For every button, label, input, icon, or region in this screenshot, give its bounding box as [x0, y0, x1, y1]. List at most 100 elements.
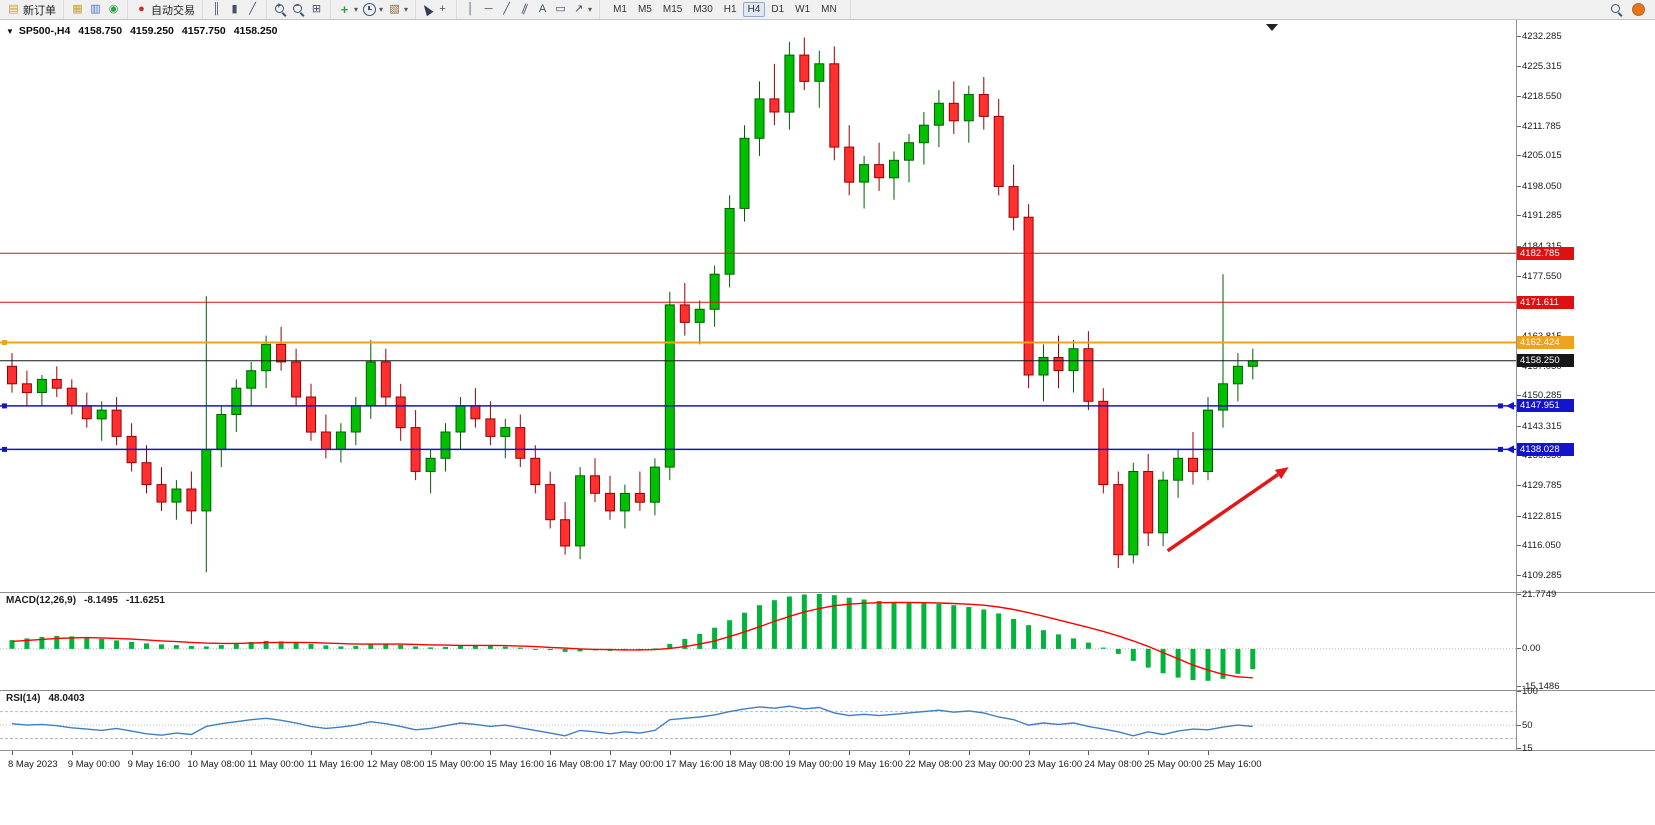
label-tool-icon[interactable]: ▭	[553, 1, 568, 18]
candle-body	[918, 124, 929, 144]
search-icon[interactable]	[1610, 3, 1623, 16]
price-scale-label: 4211.785	[1522, 120, 1561, 132]
time-tick	[669, 751, 671, 755]
macd-histogram-bar	[428, 647, 434, 649]
hline-scale-arrow	[1506, 401, 1514, 410]
time-axis-label: 10 May 08:00	[187, 759, 245, 770]
macd-histogram-bar	[39, 636, 45, 649]
candle-body	[186, 488, 197, 512]
channel-icon[interactable]: ∥	[517, 1, 532, 18]
bar-chart-type-icon[interactable]: ║	[209, 1, 224, 18]
candle-body	[1203, 409, 1213, 473]
toolbar-group-objects: + ▾ ▾ ▧ ▾	[331, 0, 417, 19]
rsi-panel-separator[interactable]	[0, 690, 1655, 691]
templates-icon-caret[interactable]: ▾	[404, 5, 409, 14]
candle-body	[1158, 479, 1169, 534]
label-tool-icon-glyph: ▭	[555, 3, 566, 15]
candle-body	[829, 63, 840, 148]
periods-icon[interactable]: ▾	[362, 3, 384, 16]
hline-left-handle[interactable]	[2, 403, 7, 409]
rsi-value: 48.0403	[48, 693, 85, 704]
time-tick	[370, 751, 372, 755]
arrows-tool-icon[interactable]: ↗ ▾	[571, 1, 593, 18]
auto-trading-button[interactable]: ● 自动交易	[134, 1, 196, 18]
time-axis-label: 22 May 08:00	[905, 759, 963, 770]
time-axis-label: 17 May 16:00	[665, 759, 724, 770]
cursor-icon[interactable]	[420, 2, 434, 17]
macd-signal-line	[11, 601, 1253, 679]
trendline-icon[interactable]: ╱	[499, 1, 514, 18]
text-tool-icon[interactable]: A	[535, 1, 550, 18]
candle-body	[171, 488, 182, 503]
macd-histogram-bar	[906, 602, 912, 649]
periods-icon-caret[interactable]: ▾	[379, 5, 384, 14]
candle-body	[51, 378, 62, 389]
line-chart-type-icon[interactable]: ╱	[245, 1, 260, 18]
tile-windows-icon[interactable]: ⊞	[309, 1, 324, 18]
ohlc-open-value: 4158.750	[78, 25, 123, 37]
hline-left-handle[interactable]	[2, 340, 7, 345]
chart-shift-marker[interactable]	[1266, 24, 1278, 31]
scale-tick	[1517, 545, 1521, 547]
price-scale-separator	[1516, 20, 1517, 750]
new-chart-icon-caret[interactable]: ▾	[354, 5, 359, 14]
vertical-line-icon[interactable]: │	[463, 1, 478, 18]
candlestick-type-icon-glyph: ▮	[231, 3, 238, 15]
one-click-collapse-icon[interactable]: ▼	[6, 26, 14, 36]
timeframe-M15[interactable]: M15	[662, 4, 683, 15]
time-axis[interactable]: 8 May 2023 9 May 00:00 9 May 16:00 10 May 0…	[0, 751, 1655, 825]
candle-body	[1053, 357, 1064, 372]
timeframe-H4[interactable]: H4	[742, 2, 766, 17]
main-chart[interactable]	[0, 20, 1516, 592]
timeframe-H1[interactable]: H1	[723, 4, 737, 15]
timeframe-MN[interactable]: MN	[821, 4, 837, 15]
trend-arrow-annotation[interactable]	[1166, 473, 1279, 553]
rsi-panel[interactable]	[0, 690, 1516, 750]
macd-histogram-bar	[263, 640, 269, 649]
price-badge-4138.028: 4138.028	[1517, 442, 1574, 456]
macd-histogram-bar	[816, 594, 822, 649]
macd-panel[interactable]	[0, 592, 1516, 690]
hline-right-handle[interactable]	[1498, 403, 1503, 409]
macd-histogram-bar	[1205, 648, 1211, 681]
navigator-icon[interactable]: ◉	[106, 1, 121, 18]
new-order-button[interactable]: ▤ 新订单	[6, 1, 57, 18]
timeframe-D1[interactable]: D1	[771, 4, 785, 15]
candle-body	[141, 462, 152, 486]
time-axis-label: 23 May 00:00	[964, 759, 1023, 770]
scale-tick	[1517, 215, 1521, 217]
templates-icon[interactable]: ▧ ▾	[387, 1, 409, 18]
price-scale[interactable]: 4232.285 4225.315 4218.550 4211.785 4205.015…	[1517, 0, 1655, 825]
zoom-out-icon[interactable]: −	[291, 1, 306, 16]
horizontal-line-icon[interactable]: ─	[481, 1, 496, 18]
charts-window-icon[interactable]: ▦	[70, 1, 85, 18]
price-scale-label: 4109.285	[1522, 569, 1562, 581]
hline-left-handle[interactable]	[2, 446, 7, 452]
zoom-in-icon[interactable]: +	[273, 1, 288, 16]
ohlc-low-value: 4157.750	[181, 25, 226, 37]
price-scale-label: 4191.285	[1522, 210, 1562, 222]
timeframe-W1[interactable]: W1	[795, 4, 811, 15]
timeframe-M5[interactable]: M5	[637, 4, 652, 15]
toolbar-group-panels: ▦ ▥ ◉	[64, 0, 128, 19]
crosshair-icon[interactable]: +	[435, 1, 450, 18]
candle-body	[500, 427, 511, 437]
timeframe-M1[interactable]: M1	[613, 4, 627, 15]
scale-tick	[1517, 35, 1521, 37]
macd-panel-separator[interactable]	[0, 592, 1655, 593]
macd-histogram-bar	[54, 635, 60, 649]
macd-name-label: MACD(12,26,9)	[6, 595, 77, 606]
candle-body	[365, 361, 376, 407]
toolbar-right	[1610, 3, 1655, 16]
scale-tick	[1517, 724, 1521, 726]
hline-right-handle[interactable]	[1498, 446, 1503, 452]
new-chart-icon[interactable]: + ▾	[337, 1, 359, 18]
alert-badge-icon[interactable]	[1632, 3, 1645, 16]
arrows-tool-icon-caret[interactable]: ▾	[588, 5, 593, 14]
candlestick-type-icon[interactable]: ▮	[227, 1, 242, 18]
candle-body	[1113, 484, 1124, 556]
candle-body	[1128, 471, 1139, 556]
market-watch-icon[interactable]: ▥	[88, 1, 103, 18]
timeframe-M30[interactable]: M30	[693, 4, 713, 15]
